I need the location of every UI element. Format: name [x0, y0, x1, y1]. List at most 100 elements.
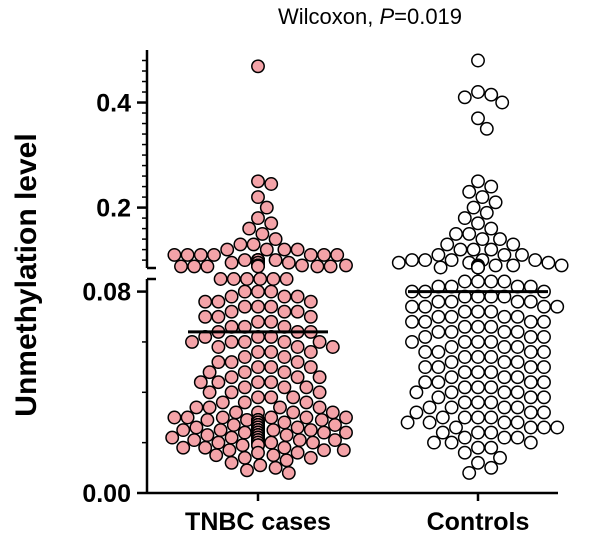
data-point: [187, 259, 202, 274]
data-point: [484, 221, 499, 236]
data-point: [510, 400, 525, 415]
data-point: [303, 360, 318, 375]
data-point: [251, 390, 265, 405]
data-point: [550, 299, 565, 314]
data-point: [457, 395, 472, 410]
data-point: [266, 448, 281, 463]
data-point: [471, 260, 485, 275]
data-point: [444, 370, 459, 385]
data-point: [471, 53, 485, 68]
data-point: [303, 450, 318, 465]
data-point: [462, 184, 477, 199]
data-point: [323, 259, 338, 274]
data-point: [523, 405, 538, 420]
data-point: [405, 299, 419, 314]
y-ticks: [137, 59, 147, 495]
data-point: [165, 430, 180, 445]
data-point: [484, 242, 499, 257]
data-point: [198, 309, 213, 324]
data-point: [471, 274, 485, 289]
data-point: [427, 435, 441, 450]
data-point: [475, 190, 490, 205]
data-point: [187, 433, 202, 448]
y-axis-label: Unmethylation level: [10, 133, 43, 416]
data-point: [523, 435, 538, 450]
data-point: [312, 400, 327, 415]
data-point: [444, 340, 459, 354]
data-point: [435, 425, 450, 440]
data-point: [290, 420, 305, 435]
data-point: [317, 247, 331, 262]
data-point: [471, 334, 485, 349]
data-point: [523, 360, 538, 375]
data-point: [484, 87, 499, 102]
data-point: [174, 259, 188, 274]
data-point: [550, 420, 565, 435]
data-point: [176, 423, 191, 438]
data-point: [510, 385, 525, 400]
data-point: [251, 190, 265, 205]
data-point: [237, 299, 252, 314]
data-point: [537, 314, 551, 329]
data-point: [537, 375, 551, 390]
data-point: [418, 314, 433, 329]
data-point: [435, 410, 450, 425]
y-tick-label: 0.08: [82, 279, 131, 307]
data-point: [167, 247, 182, 262]
data-point: [312, 370, 327, 385]
data-point: [457, 365, 472, 380]
data-point: [290, 355, 305, 370]
data-point: [506, 237, 521, 252]
data-point: [312, 385, 327, 400]
data-point: [224, 455, 239, 470]
data-point: [200, 413, 215, 427]
data-point: [222, 443, 237, 458]
data-point: [471, 425, 485, 440]
data-point: [457, 350, 472, 364]
stat-annotation: Wilcoxon, P=0.019: [278, 4, 462, 29]
data-point: [264, 360, 279, 375]
data-point: [497, 324, 512, 339]
data-point: [330, 247, 345, 262]
data-point: [224, 355, 239, 370]
data-point: [510, 309, 525, 324]
data-point: [246, 237, 261, 252]
data-point: [303, 294, 318, 309]
data-point: [251, 360, 265, 375]
data-point: [240, 272, 254, 286]
data-point: [339, 258, 353, 273]
data-point: [266, 272, 281, 286]
data-point: [471, 365, 485, 380]
data-point: [497, 355, 512, 370]
y-tick-label: 0.2: [96, 195, 131, 223]
data-point: [237, 334, 252, 349]
data-point: [431, 324, 446, 339]
data-point: [303, 309, 318, 324]
data-point: [462, 226, 477, 241]
data-point: [497, 370, 512, 385]
data-point: [290, 340, 305, 354]
data-point: [537, 420, 551, 435]
data-point: [541, 255, 556, 270]
data-point: [224, 255, 239, 270]
data-point: [251, 345, 265, 359]
data-point: [537, 405, 551, 420]
data-point: [268, 232, 283, 247]
data-point: [202, 385, 217, 400]
data-point: [418, 253, 433, 268]
data-point: [457, 319, 472, 334]
data-point: [479, 121, 494, 136]
data-point: [198, 294, 213, 309]
data-point: [444, 355, 459, 370]
stat-p-symbol: P: [379, 4, 394, 29]
data-point: [251, 211, 265, 226]
data-point: [444, 324, 459, 339]
data-point: [277, 415, 292, 430]
data-point: [431, 390, 446, 405]
data-point: [237, 395, 252, 410]
data-point: [391, 255, 406, 270]
data-point: [449, 420, 463, 435]
data-point: [510, 340, 525, 354]
data-point: [457, 410, 472, 425]
data-point: [180, 247, 195, 262]
